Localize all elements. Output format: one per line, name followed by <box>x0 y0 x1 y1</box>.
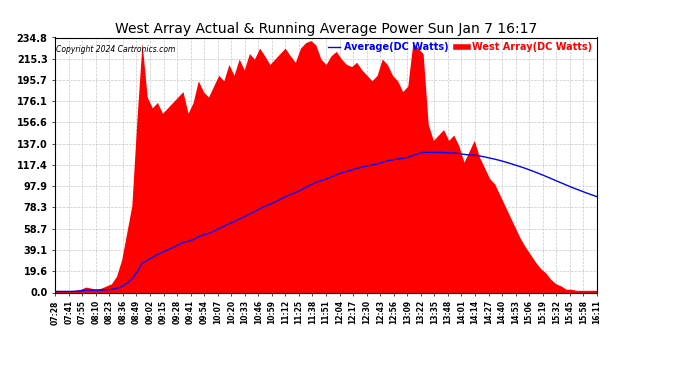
Title: West Array Actual & Running Average Power Sun Jan 7 16:17: West Array Actual & Running Average Powe… <box>115 22 537 36</box>
Legend: Average(DC Watts), West Array(DC Watts): Average(DC Watts), West Array(DC Watts) <box>328 42 592 52</box>
Text: Copyright 2024 Cartronics.com: Copyright 2024 Cartronics.com <box>57 45 176 54</box>
